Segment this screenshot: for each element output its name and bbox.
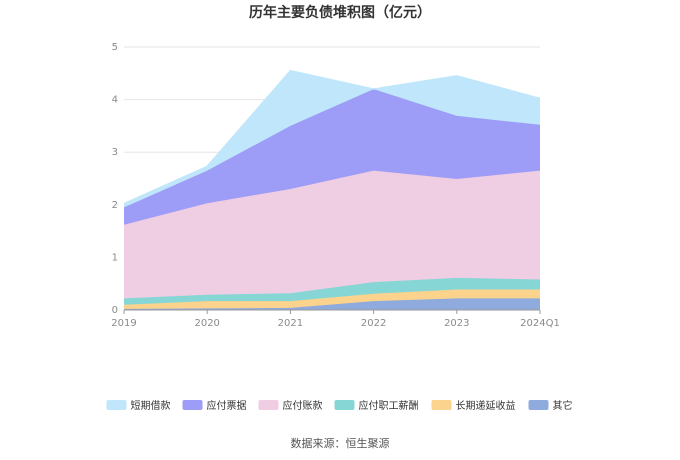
legend-item-应付职工薪酬[interactable]: 应付职工薪酬 [334,399,419,412]
chart-title: 历年主要负债堆积图（亿元） [249,4,431,21]
area-series-layer [123,69,541,310]
legend-swatch [334,400,355,410]
area-series-应付职工薪酬 [124,277,540,305]
legend-label: 应付账款 [283,399,323,412]
x-tick-label: 2023 [444,318,469,329]
area-series-长期递延收益 [124,289,540,309]
legend-swatch [258,400,279,410]
x-tick-label: 2021 [278,318,303,329]
area-series-应付账款 [124,170,540,299]
legend-label: 应付票据 [207,399,247,412]
legend-swatch [431,400,452,410]
legend-swatch [106,400,127,410]
legend-swatch [528,400,549,410]
x-tick-label: 2020 [194,318,219,329]
legend-label: 短期借款 [131,399,171,412]
area-series-其它 [124,298,540,310]
legend-label: 其它 [553,399,573,412]
area-series-应付票据 [124,89,540,225]
axes: 0 1 2 3 4 5 2019 2020 2021 2022 2023 2024Q1 [111,42,560,329]
legend-item-应付账款[interactable]: 应付账款 [258,399,323,412]
legend-item-应付票据[interactable]: 应付票据 [182,399,247,412]
legend-label: 长期递延收益 [456,399,516,412]
legend-item-短期借款[interactable]: 短期借款 [106,399,171,412]
legend-swatch [182,400,203,410]
y-tick-label: 2 [112,200,118,211]
legend-item-其它[interactable]: 其它 [528,399,573,412]
y-tick-label: 1 [112,252,118,263]
y-tick-label: 4 [112,95,118,106]
x-tick-label: 2022 [361,318,386,329]
y-tick-label: 3 [112,147,118,158]
data-source: 数据来源：恒生聚源 [291,436,390,450]
x-tick-label: 2024Q1 [520,318,560,329]
legend: 短期借款 应付票据 应付账款 应付职工薪酬 长期递延收益 其它 [106,399,573,412]
y-tick-label: 0 [112,305,118,316]
x-tick-label: 2019 [111,318,136,329]
area-series-短期借款 [124,70,540,208]
legend-label: 应付职工薪酬 [359,399,419,412]
area-edge-短期借款 [123,69,541,205]
y-tick-label: 5 [112,42,118,53]
legend-item-长期递延收益[interactable]: 长期递延收益 [431,399,516,412]
